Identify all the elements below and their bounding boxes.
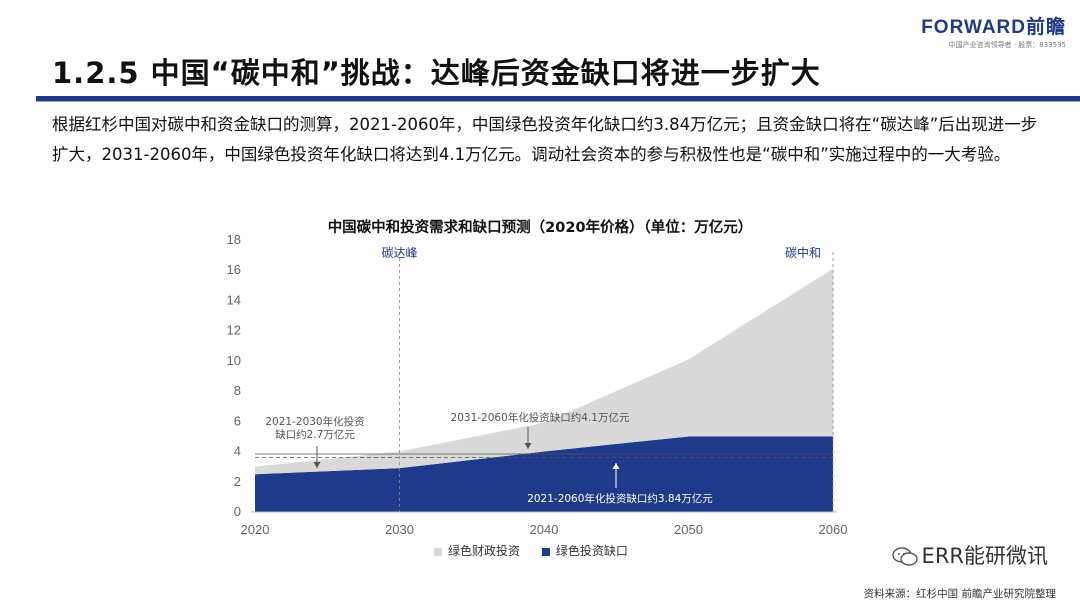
y-tick-label: 8 [234, 383, 241, 398]
chart-areas [255, 268, 833, 512]
brand-logo: FORWARD前瞻 中国产业咨询领导者 · 股票：833595 [921, 12, 1066, 50]
chart-reference-lines [255, 252, 834, 512]
source-note: 资料来源：红杉中国 前瞻产业研究院整理 [863, 588, 1056, 600]
legend-swatch-gap [541, 547, 550, 556]
area-series-green-fiscal-investment [255, 268, 833, 475]
wechat-account-name: ERR能研微讯 [921, 544, 1048, 568]
x-tick-label: 2020 [241, 522, 270, 537]
x-tick-label: 2050 [674, 522, 703, 537]
chart-axes: 0 2 4 6 8 10 12 14 16 18 2020 2030 2040 2050 2060 [227, 232, 848, 537]
y-tick-label: 18 [227, 232, 241, 247]
slide-title: 1.2.5 中国“碳中和”挑战：达峰后资金缺口将进一步扩大 [52, 56, 821, 90]
legend-label-fiscal: 绿色财政投资 [448, 544, 521, 558]
legend-item-fiscal: 绿色财政投资 [434, 542, 520, 559]
wechat-watermark: ERR能研微讯 [891, 540, 1048, 570]
title-divider-thin [36, 101, 1080, 102]
y-tick-label: 12 [227, 323, 241, 338]
annotation-text: 2031-2060年化投资缺口约4.1万亿元 [451, 411, 630, 424]
legend-label-gap: 绿色投资缺口 [555, 544, 628, 558]
chart-legend: 绿色财政投资 绿色投资缺口 [434, 542, 646, 559]
y-tick-label: 10 [227, 353, 241, 368]
legend-swatch-fiscal [434, 547, 442, 556]
legend-item-gap: 绿色投资缺口 [541, 542, 628, 559]
marker-label: 碳达峰 [381, 246, 417, 260]
y-tick-label: 16 [227, 262, 241, 277]
annotation-text: 缺口约2.7万亿元 [275, 428, 355, 441]
wechat-icon [891, 547, 918, 566]
y-tick-label: 4 [234, 444, 241, 459]
annotation-text: 2021-2060年化投资缺口约3.84万亿元 [527, 492, 713, 505]
y-tick-label: 0 [234, 504, 241, 519]
y-tick-label: 6 [234, 413, 241, 428]
x-tick-label: 2040 [530, 522, 559, 537]
annotation-arrow-head [524, 443, 532, 449]
title-divider [36, 96, 1080, 101]
brand-subtitle: 中国产业咨询领导者 · 股票：833595 [948, 41, 1066, 49]
annotation-arrow-head [612, 463, 620, 469]
x-tick-label: 2060 [819, 522, 848, 537]
y-tick-label: 2 [234, 474, 241, 489]
chart-title: 中国碳中和投资需求和缺口预测（2020年价格）（单位：万亿元） [327, 220, 753, 236]
annotation-text: 2021-2030年化投资 [265, 415, 364, 428]
y-tick-label: 14 [227, 292, 241, 307]
brand-name: FORWARD前瞻 [921, 17, 1066, 38]
summary-paragraph: 根据红杉中国对碳中和资金缺口的测算，2021-2060年，中国绿色投资年化缺口约… [52, 115, 1038, 164]
marker-label: 碳中和 [785, 245, 821, 260]
x-tick-label: 2030 [385, 522, 414, 537]
annotation-arrow-head [313, 462, 321, 468]
